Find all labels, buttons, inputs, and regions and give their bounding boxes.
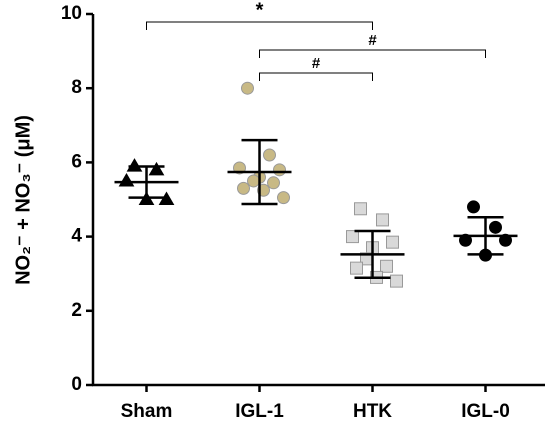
y-tick-label: 2: [71, 300, 82, 321]
point: [386, 235, 399, 249]
point: [380, 259, 393, 273]
point: [376, 213, 389, 227]
point: [263, 148, 276, 162]
point: [273, 163, 286, 177]
point: [354, 202, 367, 216]
x-tick-label: IGL-0: [461, 401, 510, 422]
point: [350, 261, 363, 275]
x-tick-label: IGL-1: [235, 401, 284, 422]
y-axis-label: NO₂⁻ + NO₃⁻ (μM): [12, 115, 34, 285]
point: [489, 220, 502, 234]
point: [267, 176, 280, 190]
significance-bracket: [259, 72, 373, 81]
y-tick-label: 0: [71, 374, 82, 395]
point: [499, 233, 512, 247]
point: [459, 233, 472, 247]
x-tick-label: Sham: [121, 401, 173, 422]
y-tick-label: 8: [71, 77, 82, 98]
point: [148, 161, 165, 176]
significance-label: *: [256, 0, 264, 21]
significance-label: #: [368, 32, 377, 49]
point: [390, 274, 403, 288]
y-tick-label: 4: [71, 226, 82, 247]
point: [126, 158, 143, 172]
x-tick-label: HTK: [353, 401, 392, 422]
point: [241, 81, 254, 95]
significance-label: #: [312, 55, 321, 72]
point: [346, 230, 359, 244]
point: [277, 191, 290, 205]
y-tick-label: 6: [71, 151, 82, 172]
significance-bracket: [259, 49, 486, 58]
y-tick-label: 10: [61, 3, 82, 24]
point: [237, 181, 250, 195]
significance-bracket: [146, 21, 373, 30]
point: [247, 174, 260, 188]
point: [118, 172, 135, 187]
point: [467, 200, 480, 214]
